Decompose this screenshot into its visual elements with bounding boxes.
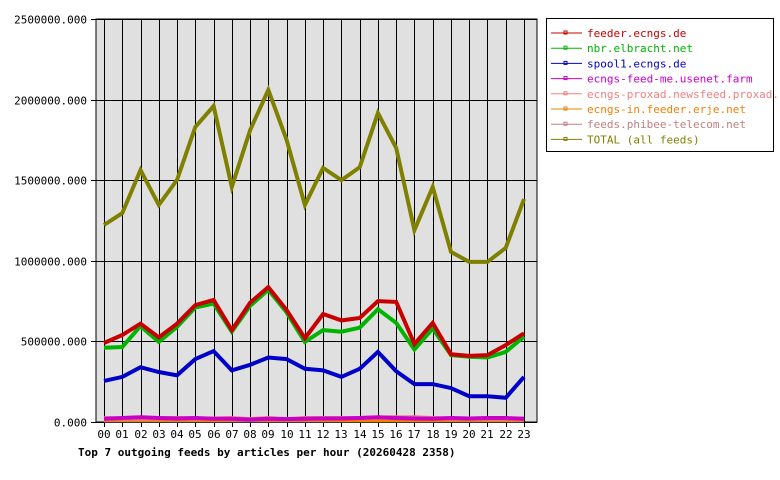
legend-label: spool1.ecngs.de: [587, 57, 686, 70]
legend-marker: [563, 121, 568, 126]
y-tick-label: 1000000.000: [14, 256, 87, 269]
y-axis: 0.000 500000.000 1000000.000 1500000.000 200…: [14, 14, 96, 430]
x-tick-label: 11: [298, 428, 311, 441]
legend-marker: [563, 76, 568, 81]
x-tick-label: 06: [207, 428, 220, 441]
x-tick-label: 09: [261, 428, 274, 441]
chart-title: Top 7 outgoing feeds by articles per hou…: [78, 446, 456, 459]
legend-marker: [563, 91, 568, 96]
legend-label: feeds.phibee-telecom.net: [587, 118, 746, 131]
series-line-2: [103, 348, 526, 400]
x-tick-label: 20: [462, 428, 475, 441]
gridlines: [96, 19, 537, 423]
legend-marker: [563, 45, 568, 50]
x-axis: 00 01 02 03 04 05 06 07 08 09 10 11 12 13 14 15 16 17 18 19…: [97, 422, 531, 441]
legend-marker: [563, 60, 568, 65]
legend-label: ecngs-proxad.newsfeed.proxad.net: [587, 88, 780, 101]
series-line-7: [102, 84, 526, 264]
x-tick-label: 22: [499, 428, 512, 441]
y-tick-label: 2500000.000: [14, 14, 87, 27]
legend-label: ecngs-in.feeder.erje.net: [587, 103, 746, 116]
x-tick-label: 10: [280, 428, 293, 441]
legend-label: feeder.ecngs.de: [587, 27, 686, 40]
x-tick-label: 19: [444, 428, 457, 441]
x-tick-label: 08: [243, 428, 256, 441]
x-tick-label: 01: [115, 428, 128, 441]
x-tick-label: 21: [480, 428, 493, 441]
x-tick-label: 14: [353, 428, 367, 441]
plot-area: [95, 18, 538, 423]
y-tick-label: 2000000.000: [14, 95, 87, 108]
x-tick-label: 00: [97, 428, 110, 441]
legend-label: ecngs-feed-me.usenet.farm: [587, 73, 753, 86]
legend-label: TOTAL (all feeds): [587, 133, 700, 146]
x-tick-label: 05: [188, 428, 201, 441]
series-line-3: [103, 415, 525, 422]
legend-label: nbr.elbracht.net: [587, 42, 693, 55]
x-tick-label: 18: [426, 428, 439, 441]
y-tick-label: 500000.000: [21, 336, 87, 349]
legend-box: [546, 18, 774, 152]
legend: feeder.ecngs.de nbr.elbracht.net spool1.ec…: [546, 18, 780, 152]
y-tick-label: 1500000.000: [14, 175, 87, 188]
x-tick-label: 23: [517, 428, 530, 441]
x-tick-label: 17: [407, 428, 420, 441]
x-tick-label: 16: [389, 428, 402, 441]
x-tick-label: 03: [152, 428, 165, 441]
legend-marker: [563, 30, 568, 35]
series-line-0: [103, 284, 526, 358]
legend-marker: [563, 136, 568, 141]
series-lines: [102, 84, 526, 423]
x-tick-label: 02: [134, 428, 147, 441]
x-tick-label: 07: [225, 428, 238, 441]
x-tick-label: 04: [170, 428, 184, 441]
x-tick-label: 15: [371, 428, 384, 441]
x-tick-label: 13: [334, 428, 347, 441]
x-tick-label: 12: [316, 428, 329, 441]
y-tick-label: 0.000: [54, 417, 87, 430]
legend-marker: [563, 106, 568, 111]
